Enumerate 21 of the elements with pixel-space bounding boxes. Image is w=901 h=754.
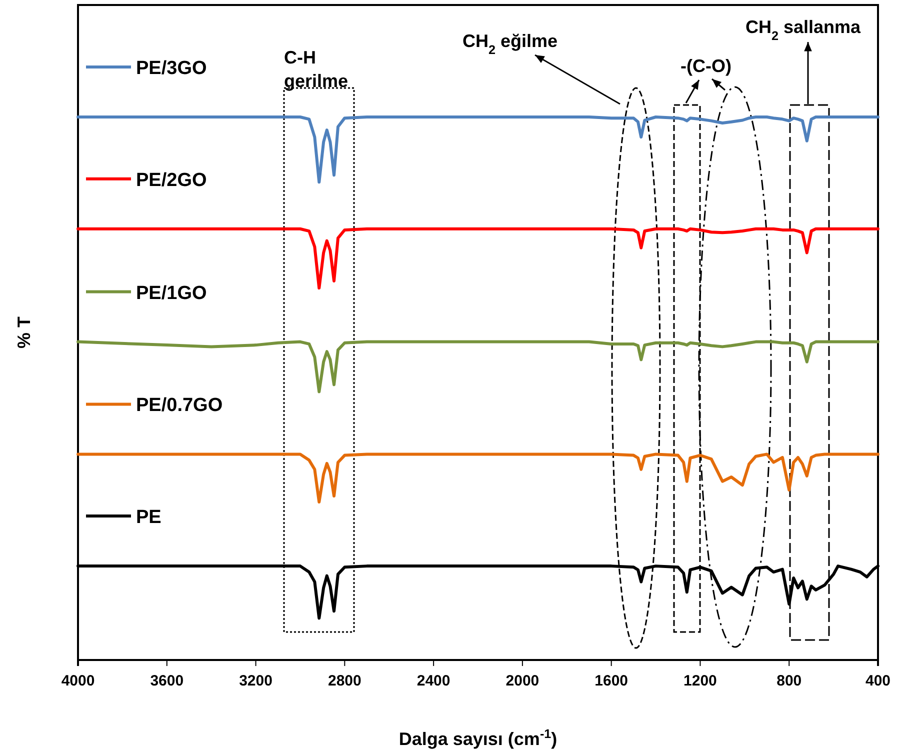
legend-label: PE/3GO	[136, 58, 207, 79]
x-tick-label: 1200	[684, 672, 717, 690]
legend-label: PE/0.7GO	[136, 395, 223, 416]
text: CH$_{2}$ eğilme	[462, 31, 558, 57]
legend-label: PE/2GO	[136, 170, 207, 191]
x-tick-label: 2800	[328, 672, 362, 690]
legend-label: PE	[136, 507, 162, 528]
x-tick-label: 2400	[416, 672, 450, 690]
text: CH$_{2}$ sallanma	[745, 17, 862, 43]
x-tick-label: 3200	[239, 672, 272, 690]
x-tick-label: 3600	[150, 672, 184, 690]
text: C-H gerilme	[284, 48, 348, 91]
legend-label: PE/1GO	[136, 282, 207, 304]
y-axis-title: % T	[14, 316, 34, 349]
x-tick-label: 1600	[594, 672, 628, 690]
x-tick-label: 400	[865, 672, 891, 690]
x-tick-label: 4000	[61, 672, 95, 690]
x-axis-title: Dalga sayısı (cm$^{-1}$)	[398, 727, 558, 749]
x-tick-label: 800	[776, 672, 802, 690]
x-tick-label: 2000	[506, 672, 540, 690]
text: -(C-O)	[680, 56, 732, 76]
